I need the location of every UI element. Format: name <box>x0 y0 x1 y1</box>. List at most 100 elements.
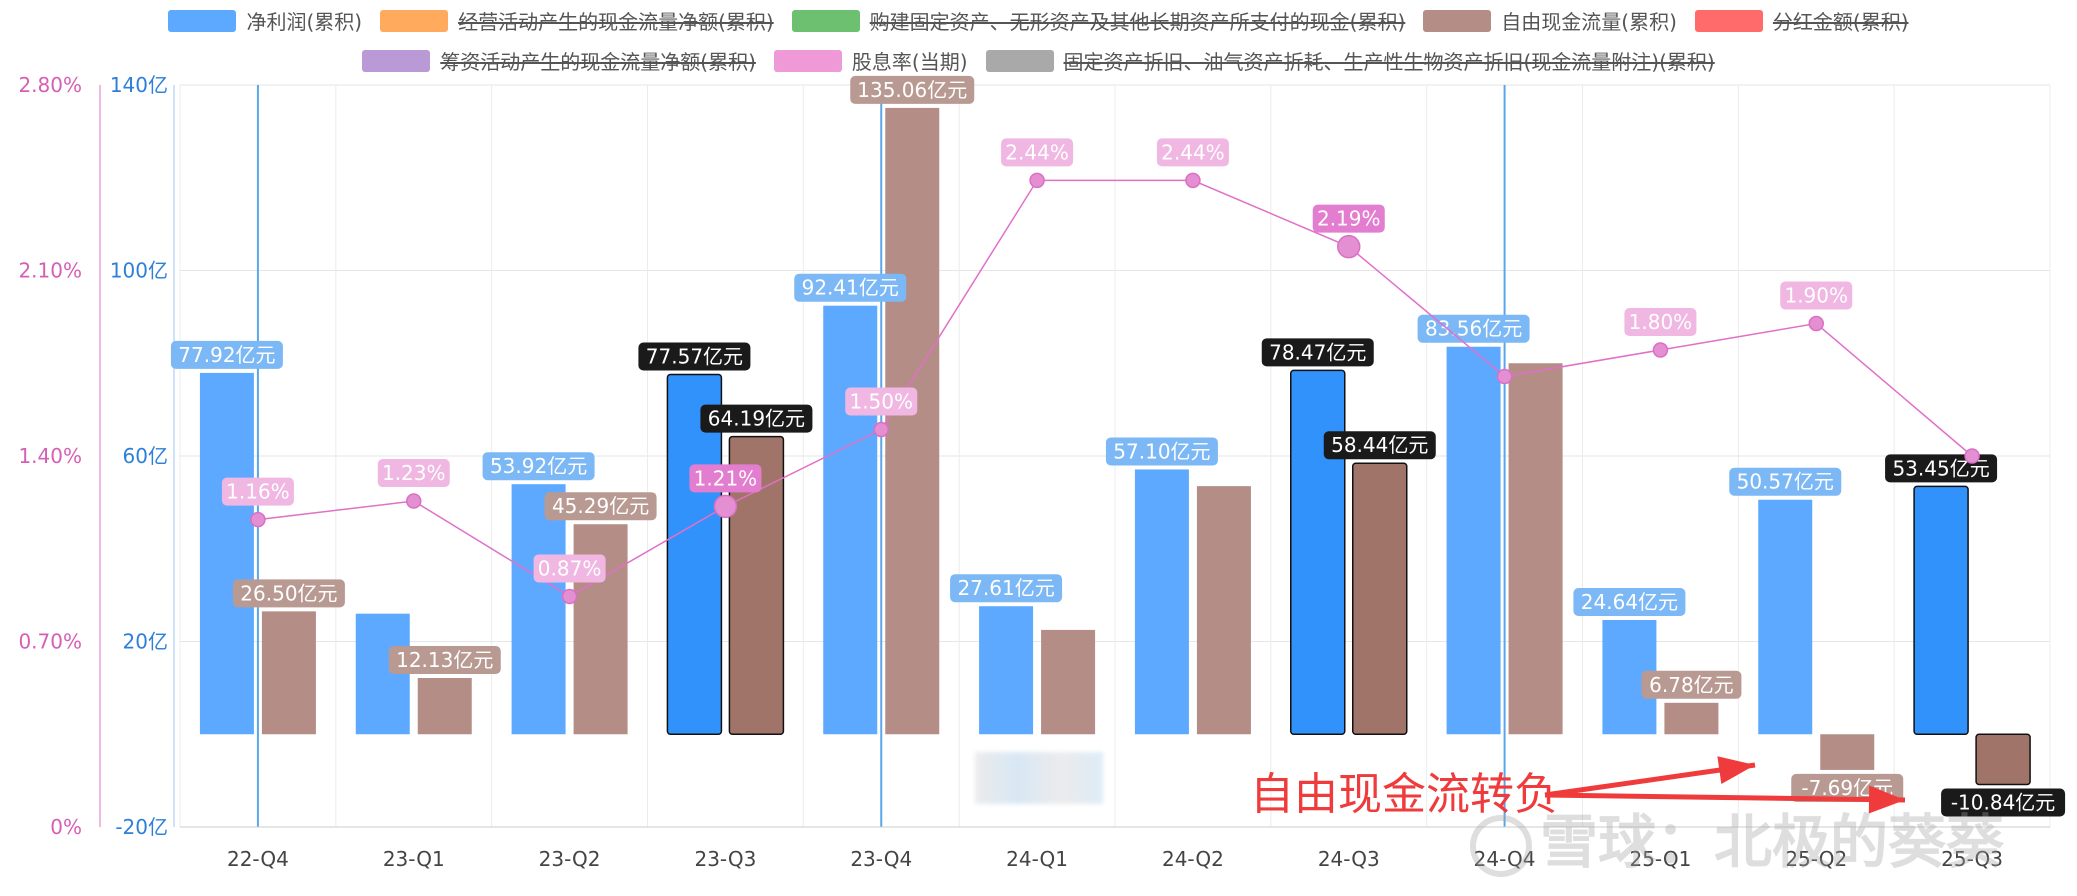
annotation-arrowhead <box>1868 785 1905 814</box>
net-profit-label: 50.57亿元 <box>1737 470 1834 494</box>
dividend-yield-label-bg <box>1001 138 1074 167</box>
free-cash-flow-label-bg <box>544 492 657 521</box>
dividend-yield-label: 2.19% <box>1317 207 1381 231</box>
dividend-yield-label-bg <box>1624 308 1697 336</box>
dividend-yield-point[interactable] <box>250 511 266 528</box>
watermark-text: 雪球：北极的葵葵 <box>1540 808 2005 876</box>
dividend-yield-label: 1.16% <box>226 480 290 504</box>
y-tick-right: 1.40% <box>18 444 82 468</box>
y-tick-right: 2.80% <box>18 73 82 97</box>
legend-swatch <box>362 49 431 72</box>
dividend-yield-label-bg <box>1156 138 1229 167</box>
net-profit-bar[interactable] <box>1758 499 1813 735</box>
net-profit-label: 27.61亿元 <box>957 576 1054 600</box>
free-cash-flow-label: 12.13亿元 <box>396 648 493 672</box>
net-profit-label-bg <box>1105 437 1218 466</box>
net-profit-label: 78.47亿元 <box>1269 340 1366 364</box>
legend-row: 净利润(累积) 经营活动产生的现金流量净额(累积) 购建固定资产、无形资产及其他长期… <box>0 6 2077 35</box>
legend-item[interactable]: 自由现金流量(累积) <box>1423 6 1677 35</box>
free-cash-flow-bar[interactable] <box>261 611 316 735</box>
free-cash-flow-label-bg <box>1323 431 1436 460</box>
x-tick-label: 24-Q1 <box>1006 847 1068 871</box>
legend-item[interactable]: 固定资产折旧、油气资产折耗、生产性生物资产折旧(现金流量附注)(累积) <box>985 46 1715 75</box>
legend-item[interactable]: 筹资活动产生的现金流量净额(累积) <box>362 46 756 75</box>
dividend-yield-point[interactable] <box>873 421 889 438</box>
dividend-yield-point[interactable] <box>1185 172 1201 189</box>
legend-item[interactable]: 分红金额(累积) <box>1694 6 1909 35</box>
dividend-yield-point[interactable] <box>406 493 422 509</box>
dividend-yield-point[interactable] <box>561 588 578 605</box>
net-profit-label-bg <box>1729 467 1842 496</box>
x-tick-label: 23-Q2 <box>539 847 601 871</box>
dividend-yield-label: 2.44% <box>1005 140 1069 164</box>
dividend-yield-label-bg <box>1312 204 1385 233</box>
net-profit-label-bg <box>1261 338 1374 367</box>
free-cash-flow-bar[interactable] <box>1664 702 1719 735</box>
x-tick-label: 23-Q4 <box>850 847 912 871</box>
dividend-yield-point[interactable] <box>713 494 738 519</box>
legend-label: 筹资活动产生的现金流量净额(累积) <box>440 50 756 74</box>
net-profit-label: 77.92亿元 <box>178 343 275 367</box>
y-tick-right: 0% <box>50 815 82 839</box>
xueqiu-logo-icon <box>1470 814 1532 877</box>
y-tick-right: 0.70% <box>18 630 82 654</box>
net-profit-bar[interactable] <box>1446 346 1501 735</box>
legend-item[interactable]: 经营活动产生的现金流量净额(累积) <box>380 6 774 35</box>
dividend-yield-label-bg <box>1780 281 1853 310</box>
free-cash-flow-label: 26.50亿元 <box>240 581 337 605</box>
blurred-region <box>975 752 1103 804</box>
x-tick-label: 23-Q1 <box>383 847 445 871</box>
free-cash-flow-label: 6.78亿元 <box>1649 673 1734 697</box>
net-profit-bar[interactable] <box>979 606 1034 735</box>
net-profit-label-bg <box>1573 587 1686 616</box>
legend-row: 筹资活动产生的现金流量净额(累积) 股息率(当期) 固定资产折旧、油气资产折耗、生产… <box>0 46 2077 75</box>
free-cash-flow-bar[interactable] <box>1196 486 1251 735</box>
free-cash-flow-label: 58.44亿元 <box>1331 433 1428 457</box>
net-profit-label: 83.56亿元 <box>1425 317 1522 341</box>
free-cash-flow-bar[interactable] <box>1041 629 1096 735</box>
legend-swatch <box>1694 9 1763 32</box>
net-profit-bar[interactable] <box>823 305 878 735</box>
free-cash-flow-bar[interactable] <box>1352 462 1408 735</box>
legend-item[interactable]: 购建固定资产、无形资产及其他长期资产所支付的现金(累积) <box>791 6 1405 35</box>
dividend-yield-label: 1.23% <box>382 461 446 485</box>
free-cash-flow-label: -10.84亿元 <box>1951 791 2055 815</box>
x-tick-label: 23-Q3 <box>694 847 756 871</box>
dividend-yield-label-bg <box>221 477 294 506</box>
x-tick-label: 25-Q3 <box>1941 847 2003 871</box>
free-cash-flow-bar[interactable] <box>1975 733 2031 786</box>
x-tick-label: 25-Q1 <box>1629 847 1691 871</box>
free-cash-flow-label-bg <box>232 579 345 608</box>
dividend-yield-point[interactable] <box>1808 315 1824 332</box>
dividend-yield-point[interactable] <box>1029 172 1045 189</box>
legend-swatch <box>168 9 237 32</box>
legend-item[interactable]: 股息率(当期) <box>773 46 968 75</box>
annotation-text: 自由现金流转负 <box>1250 769 1558 820</box>
free-cash-flow-label-bg <box>1641 670 1742 699</box>
dividend-yield-label-bg <box>377 459 450 488</box>
net-profit-label-bg <box>170 340 283 369</box>
dividend-yield-label: 1.21% <box>694 466 758 490</box>
dividend-yield-point[interactable] <box>1496 368 1513 385</box>
y-tick-left: 140亿 <box>110 73 168 97</box>
net-profit-bar[interactable] <box>1290 369 1346 735</box>
legend-item[interactable]: 净利润(累积) <box>168 6 362 35</box>
net-profit-bar[interactable] <box>1913 485 1969 735</box>
free-cash-flow-bar[interactable] <box>1508 363 1563 735</box>
legend-swatch <box>773 49 842 72</box>
dividend-yield-label-bg <box>845 387 918 416</box>
free-cash-flow-bar[interactable] <box>1820 734 1875 770</box>
dividend-yield-point[interactable] <box>1964 448 1980 464</box>
free-cash-flow-bar[interactable] <box>728 435 785 735</box>
free-cash-flow-bar[interactable] <box>417 677 472 735</box>
free-cash-flow-bar[interactable] <box>885 107 940 735</box>
net-profit-bar[interactable] <box>1134 469 1189 735</box>
net-profit-bar[interactable] <box>199 372 254 735</box>
net-profit-bar[interactable] <box>511 484 566 735</box>
free-cash-flow-label: 135.06亿元 <box>857 78 967 102</box>
dividend-yield-point[interactable] <box>1652 342 1669 358</box>
net-profit-label-bg <box>794 273 907 302</box>
y-tick-left: -20亿 <box>115 815 168 839</box>
dividend-yield-point[interactable] <box>1337 234 1361 259</box>
legend-swatch <box>380 9 449 32</box>
